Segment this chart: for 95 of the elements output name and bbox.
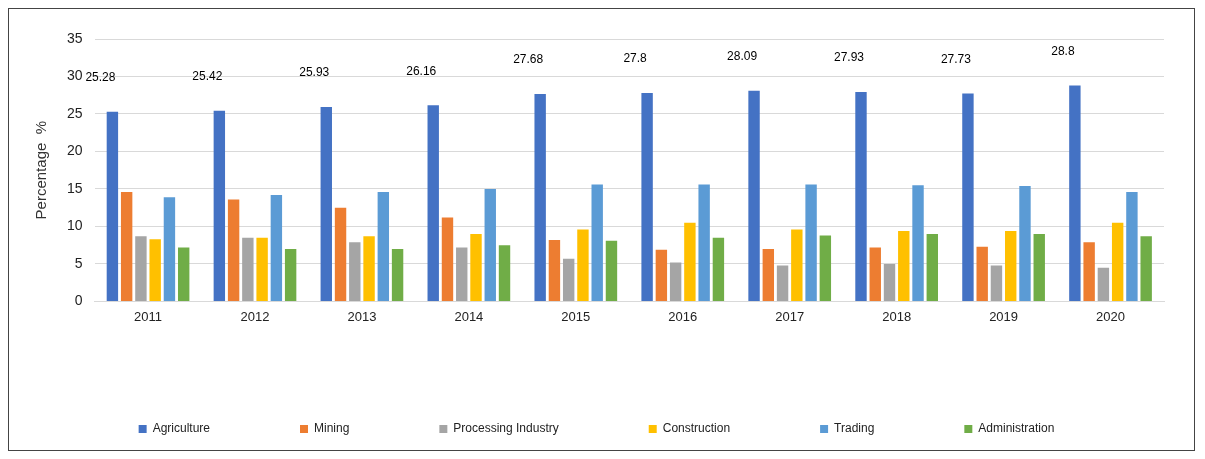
bar	[284, 248, 297, 301]
x-tick-label: 2016	[668, 308, 698, 324]
x-tick-label: 2019	[989, 308, 1019, 324]
y-tick-label: 25	[66, 104, 83, 121]
y-tick-label: 0	[74, 292, 83, 309]
bar	[748, 90, 760, 301]
bar	[349, 242, 361, 301]
bar	[805, 184, 817, 301]
data-label: 28.8	[1051, 43, 1075, 58]
legend-label: Construction	[662, 421, 731, 436]
bar	[712, 237, 725, 301]
bar	[562, 258, 575, 301]
bar	[1083, 242, 1095, 301]
bar	[484, 188, 496, 301]
data-label: 27.68	[513, 52, 544, 67]
bar	[320, 107, 332, 301]
bar	[135, 236, 147, 301]
data-label: 27.8	[623, 51, 648, 66]
y-tick-label: 15	[66, 179, 83, 196]
y-tick-label: 35	[66, 29, 83, 46]
bar	[470, 233, 482, 301]
bar	[976, 246, 988, 301]
x-tick-label: 2013	[347, 308, 377, 324]
data-label: 26.16	[406, 63, 437, 78]
y-tick-label: 10	[66, 217, 83, 234]
x-tick-label: 2014	[454, 308, 484, 324]
bar	[377, 191, 390, 301]
bar	[1097, 267, 1110, 301]
y-axis-title: Percentage %	[32, 121, 50, 220]
bar	[990, 265, 1003, 301]
bar	[926, 233, 938, 301]
bar	[363, 236, 375, 301]
legend-label: Administration	[978, 421, 1055, 436]
bar	[120, 191, 133, 301]
y-tick-label: 30	[66, 67, 83, 84]
bar	[698, 184, 710, 301]
data-label: 25.42	[192, 69, 223, 84]
bar	[855, 92, 867, 301]
bar	[684, 222, 696, 301]
bar	[270, 194, 283, 301]
bar	[655, 249, 668, 301]
bar	[776, 265, 789, 301]
bar	[256, 237, 268, 301]
data-label: 27.93	[833, 50, 865, 65]
bar	[391, 248, 404, 301]
bar	[669, 262, 682, 301]
bar	[605, 240, 618, 301]
data-label: 27.73	[940, 51, 972, 66]
bar	[548, 239, 561, 301]
bar	[456, 247, 468, 301]
legend-label: Processing Industry	[453, 421, 559, 436]
bar	[534, 93, 546, 301]
x-tick-label: 2015	[561, 308, 591, 324]
bar	[641, 92, 653, 301]
bar	[163, 197, 176, 301]
bar	[106, 111, 119, 301]
legend-label: Trading	[834, 421, 875, 436]
legend-label: Mining	[313, 421, 350, 436]
bar	[334, 207, 347, 301]
bar	[1019, 185, 1031, 301]
bar	[898, 230, 910, 301]
bar	[591, 184, 603, 301]
bar	[819, 235, 832, 301]
data-label: 28.09	[727, 49, 758, 64]
bar	[762, 248, 775, 301]
bar	[577, 229, 589, 301]
bar	[791, 229, 803, 301]
bar	[213, 110, 226, 301]
bar	[498, 245, 511, 301]
x-tick-label: 2017	[775, 308, 805, 324]
bar	[912, 185, 924, 301]
bar	[883, 263, 896, 301]
bar	[227, 199, 240, 301]
data-label: 25.93	[299, 65, 330, 80]
bar	[1005, 230, 1017, 301]
bar	[869, 247, 881, 301]
bar	[1069, 85, 1081, 301]
bar	[427, 105, 439, 301]
data-label: 25.28	[85, 70, 116, 85]
bar	[1033, 233, 1045, 301]
bar	[1126, 191, 1138, 301]
y-tick-label: 20	[66, 142, 83, 159]
bar	[1140, 236, 1152, 301]
x-tick-label: 2011	[134, 308, 163, 324]
bar	[441, 217, 454, 301]
bar	[149, 239, 161, 301]
bar	[1111, 222, 1124, 301]
bar	[962, 93, 974, 301]
bar	[177, 247, 190, 301]
x-tick-label: 2012	[240, 308, 270, 324]
legend-label: Agriculture	[152, 421, 211, 436]
x-tick-label: 2020	[1096, 308, 1125, 324]
bar	[242, 237, 254, 301]
x-tick-label: 2018	[882, 308, 912, 324]
y-tick-label: 5	[74, 254, 83, 271]
